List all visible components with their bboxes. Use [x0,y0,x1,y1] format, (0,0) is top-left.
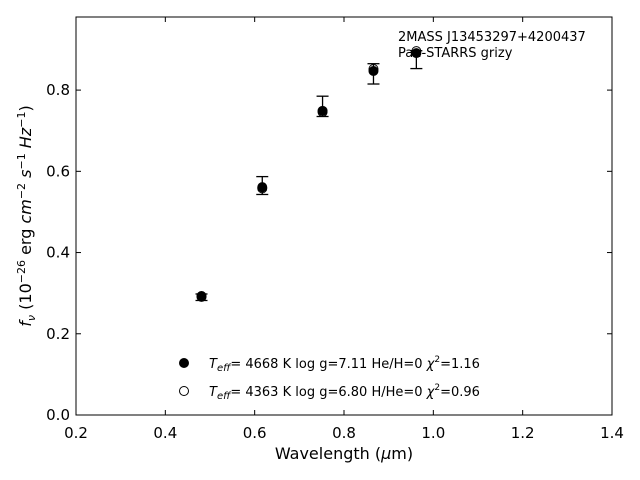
x-tick-label: 0.4 [153,424,177,442]
axis-ticks: 0.2 0.4 0.6 0.8 1.0 1.2 1.40.00.20.40.60.8 [46,17,624,442]
legend: Teff= 4668 K log g=7.11 He/H=0 χ2=1.16 T… [179,355,480,402]
y-tick-label: 0.8 [46,81,70,99]
y-tick-label: 0.0 [46,406,70,424]
annotation-survey-name: Pan-STARRS grizy [398,46,513,61]
y-tick-label: 0.4 [46,244,70,262]
legend-marker-open [179,386,189,396]
model-point-filled [368,66,379,77]
x-tick-label: 0.6 [243,424,267,442]
model-point-filled [196,291,207,302]
x-tick-label: 0.8 [332,424,356,442]
y-tick-label: 0.6 [46,162,70,180]
x-tick-label: 1.4 [600,424,624,442]
x-tick-label: 1.0 [421,424,445,442]
model-point-open [257,183,268,194]
model-point-open [368,63,379,74]
y-axis-label: fν (10−26 erg cm−2 s−1 Hz−1) [15,105,38,326]
x-tick-label: 0.2 [64,424,88,442]
legend-entry-2: Teff= 4363 K log g=6.80 H/He=0 χ2=0.96 [209,383,480,402]
y-tick-label: 0.2 [46,325,70,343]
x-tick-label: 1.2 [511,424,535,442]
data-marks [195,46,423,302]
legend-marker-filled [179,358,189,368]
model-point-open [411,46,422,57]
model-point-open [196,291,207,302]
x-axis-label: Wavelength (μm) [275,444,413,463]
model-point-open [317,107,328,118]
legend-entry-1: Teff= 4668 K log g=7.11 He/H=0 χ2=1.16 [209,355,480,374]
plot-frame [75,16,613,416]
annotation-object-name: 2MASS J13453297+4200437 [398,30,586,45]
